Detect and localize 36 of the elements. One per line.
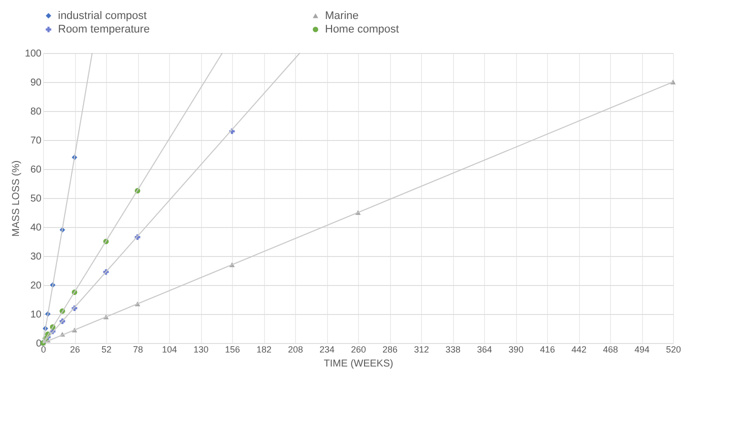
y-tick-label: 40 (30, 222, 42, 234)
x-tick-label: 338 (445, 344, 461, 354)
y-tick-label: 70 (30, 136, 42, 146)
x-tick-label: 130 (193, 344, 209, 354)
y-tick-label: 30 (30, 252, 42, 262)
x-tick-label: 182 (256, 344, 272, 354)
legend-label: Marine (325, 10, 359, 22)
x-tick-label: 260 (350, 344, 366, 354)
x-tick-label: 52 (101, 344, 112, 354)
x-tick-label: 208 (288, 344, 304, 354)
x-tick-label: 494 (634, 344, 650, 354)
y-tick-label: 10 (30, 310, 42, 320)
x-tick-label: 416 (540, 344, 556, 354)
x-tick-label: 234 (319, 344, 335, 354)
y-axis-title: MASS LOSS (%) (10, 160, 22, 237)
y-tick-label: 80 (30, 106, 42, 118)
x-tick-label: 442 (571, 344, 587, 354)
legend-label: Home compost (325, 24, 399, 36)
x-axis-title: TIME (WEEKS) (324, 358, 394, 370)
y-tick-label: 20 (30, 280, 42, 292)
y-tick-label: 60 (30, 164, 42, 176)
x-tick-label: 286 (382, 344, 398, 354)
y-tick-label: 50 (30, 194, 42, 204)
x-tick-label: 390 (508, 344, 524, 354)
legend-label: Room temperature (58, 24, 150, 36)
legend-label: industrial compost (58, 10, 147, 22)
x-tick-label: 312 (414, 344, 430, 354)
x-tick-label: 78 (132, 344, 144, 354)
y-tick-label: 100 (24, 48, 42, 60)
x-tick-label: 468 (602, 344, 618, 354)
x-tick-label: 364 (476, 344, 492, 354)
y-tick-label: 90 (30, 78, 42, 88)
x-tick-label: 156 (224, 344, 240, 354)
x-tick-label: 520 (666, 344, 682, 354)
x-tick-label: 104 (162, 344, 178, 354)
x-tick-label: 26 (70, 344, 80, 354)
